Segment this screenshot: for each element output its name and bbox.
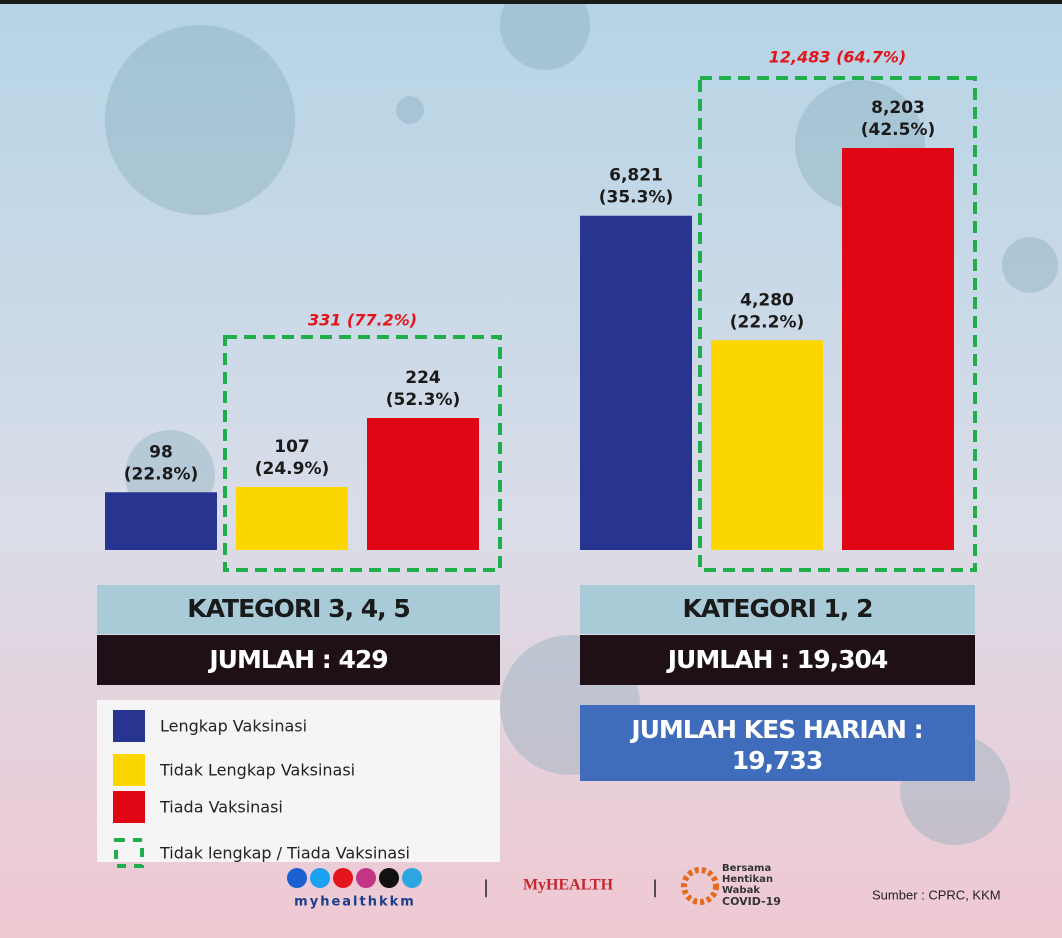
summary-line: 19,733 <box>732 746 822 775</box>
campaign-text: COVID-19 <box>722 895 781 908</box>
value-label: 4,280 <box>740 290 794 310</box>
summary-line: JUMLAH KES HARIAN : <box>629 715 922 744</box>
logo: MyHEALTH <box>523 877 614 894</box>
campaign-text: Hentikan <box>722 874 773 885</box>
bar <box>236 487 348 550</box>
total-label: JUMLAH : 429 <box>207 645 387 674</box>
bar <box>842 148 954 550</box>
bar <box>105 492 217 550</box>
category-title: KATEGORI 1, 2 <box>683 594 873 623</box>
value-label: 98 <box>149 442 173 462</box>
legend-label: Tiada Vaksinasi <box>159 798 283 817</box>
percent-label: (35.3%) <box>599 188 674 208</box>
divider: | <box>652 877 658 898</box>
legend-label: Tidak lengkap / Tiada Vaksinasi <box>159 844 410 863</box>
divider: | <box>483 877 489 898</box>
campaign-text: Bersama <box>722 863 771 874</box>
infographic: Lengkap Vaksinasi Tidak Lengkap Vaksinasi… <box>0 0 1062 938</box>
source: Sumber : CPRC, KKM <box>872 887 1001 902</box>
category-title: KATEGORI 3, 4, 5 <box>187 594 410 623</box>
legend-swatch <box>113 791 145 823</box>
legend-label: Lengkap Vaksinasi <box>160 717 307 736</box>
legend-label: Tidak Lengkap Vaksinasi <box>159 761 355 780</box>
top-bar <box>0 0 1062 4</box>
bracket-annotation: 331 (77.2%) <box>308 311 417 330</box>
bar <box>711 340 823 550</box>
percent-label: (22.2%) <box>730 312 805 332</box>
percent-label: (52.3%) <box>386 390 461 410</box>
total-label: JUMLAH : 19,304 <box>666 645 888 674</box>
percent-label: (22.8%) <box>124 464 199 484</box>
percent-label: (24.9%) <box>255 459 330 479</box>
bar <box>367 418 479 550</box>
legend-swatch <box>113 754 145 786</box>
handle: myhealthkkm <box>294 895 416 910</box>
legend-swatch <box>113 710 145 742</box>
bar <box>580 216 692 550</box>
percent-label: (42.5%) <box>861 120 936 140</box>
value-label: 8,203 <box>871 98 925 118</box>
value-label: 224 <box>405 368 441 388</box>
bracket-annotation: 12,483 (64.7%) <box>769 48 906 67</box>
value-label: 6,821 <box>609 166 663 186</box>
value-label: 107 <box>274 437 310 457</box>
